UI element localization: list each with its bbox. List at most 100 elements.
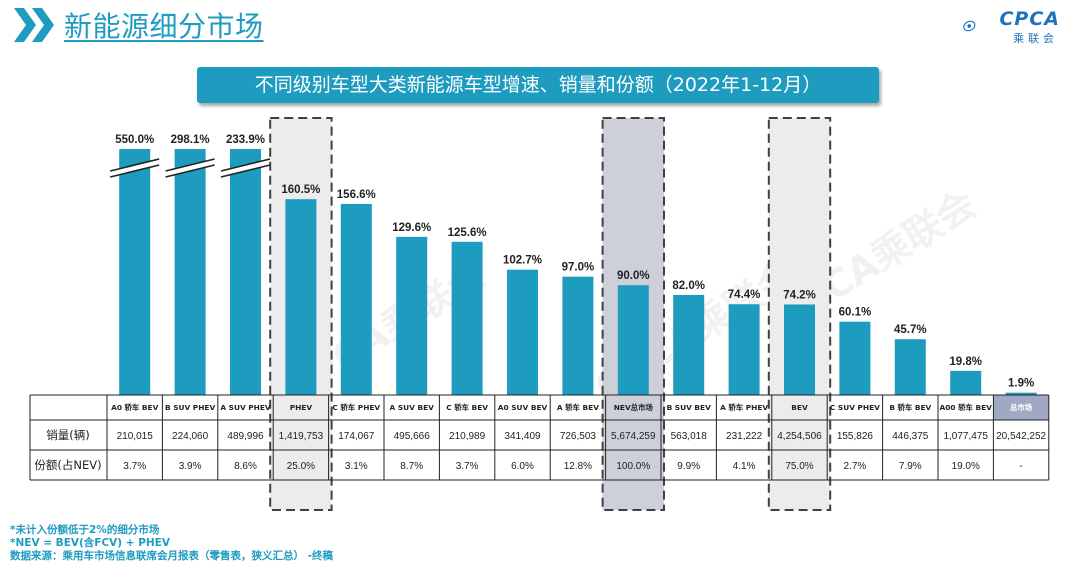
- bar-B 轿车 BEV: [894, 339, 926, 395]
- table-header-cell: B SUV BEV: [667, 403, 712, 412]
- share-cell: 25.0%: [287, 461, 315, 472]
- growth-label: 125.6%: [448, 227, 487, 239]
- table-header-cell: NEV总市场: [614, 403, 654, 412]
- sales-cell: 341,409: [504, 431, 541, 442]
- bar-B SUV PHEV: [174, 149, 206, 395]
- sales-cell: 210,989: [449, 431, 486, 442]
- sales-cell: 174,067: [338, 431, 375, 442]
- bar-A00 轿车 BEV: [950, 370, 982, 395]
- share-cell: 4.1%: [733, 461, 756, 472]
- footnote-2: *NEV = BEV(含FCV) + PHEV: [10, 537, 170, 549]
- table-header-cell: A SUV PHEV: [220, 403, 271, 412]
- table-header-cell: C 轿车 PHEV: [332, 403, 380, 412]
- growth-label: 102.7%: [503, 255, 542, 267]
- growth-label: 156.6%: [337, 189, 376, 201]
- share-cell: 3.1%: [345, 461, 368, 472]
- sales-cell: 495,666: [394, 431, 431, 442]
- bar-A SUV PHEV: [230, 149, 261, 395]
- cpca-logo-icon: [963, 20, 976, 32]
- page-title: 新能源细分市场: [64, 10, 264, 43]
- growth-label: 1.9%: [1008, 378, 1034, 390]
- growth-label: 82.0%: [672, 280, 705, 292]
- bar-A SUV BEV: [396, 236, 428, 395]
- axis-break-line: [220, 158, 271, 172]
- axis-break-line: [220, 164, 271, 178]
- table-header-cell: A 轿车 BEV: [557, 403, 599, 412]
- sales-cell: 20,542,252: [996, 431, 1046, 442]
- table-header-cell: A 轿车 PHEV: [720, 403, 768, 412]
- bar-A 轿车 PHEV: [728, 304, 760, 395]
- bar-A0 SUV BEV: [507, 269, 538, 395]
- table-header-cell: A0 SUV BEV: [498, 403, 548, 412]
- share-cell: 19.0%: [952, 461, 980, 472]
- bar-C 轿车 PHEV: [340, 203, 372, 395]
- sales-cell: 210,015: [117, 431, 154, 442]
- sales-cell: 5,674,259: [611, 431, 656, 442]
- logo-text: CPCA: [999, 8, 1060, 30]
- sales-cell: 224,060: [172, 431, 209, 442]
- growth-label: 129.6%: [392, 222, 431, 234]
- chart-subtitle-box: 不同级别车型大类新能源车型增速、销量和份额（2022年1-12月）: [197, 67, 879, 103]
- total-header-cell: [993, 395, 1049, 420]
- footnote-3: 数据来源：乘用车市场信息联席会月报表（零售表，狭义汇总） -终稿: [10, 550, 334, 562]
- axis-break-gap: [168, 160, 212, 176]
- table-header-cell: A0 轿车 BEV: [111, 403, 158, 412]
- sales-cell: 563,018: [671, 431, 708, 442]
- share-cell: 6.0%: [511, 461, 534, 472]
- growth-label: 550.0%: [115, 134, 154, 146]
- sales-cell: 726,503: [560, 431, 597, 442]
- table-header-cell: PHEV: [290, 403, 313, 412]
- axis-break-line: [110, 164, 160, 178]
- bar-B SUV BEV: [673, 294, 705, 395]
- growth-label: 90.0%: [617, 270, 650, 282]
- bar-C 轿车 BEV: [451, 241, 483, 395]
- growth-label: 160.5%: [281, 184, 320, 196]
- table-header-cell: A SUV BEV: [390, 403, 435, 412]
- growth-label: 74.4%: [728, 289, 761, 301]
- share-cell: -: [1019, 461, 1022, 472]
- share-cell: 3.9%: [179, 461, 202, 472]
- table-row-label: 份额(占NEV): [34, 458, 101, 472]
- growth-label: 45.7%: [894, 324, 927, 336]
- bar-总市场: [1005, 392, 1037, 395]
- bar-BEV: [784, 304, 815, 395]
- logo-subtext: 乘联会: [1013, 32, 1058, 45]
- sales-cell: 231,222: [726, 431, 763, 442]
- growth-label: 298.1%: [171, 134, 210, 146]
- table-header-cell: B SUV PHEV: [165, 403, 215, 412]
- growth-label: 60.1%: [839, 307, 872, 319]
- growth-label: 97.0%: [562, 262, 595, 274]
- table-header-cell: C 轿车 BEV: [446, 403, 488, 412]
- bar-C SUV PHEV: [839, 321, 871, 395]
- share-cell: 3.7%: [456, 461, 479, 472]
- share-cell: 9.9%: [677, 461, 700, 472]
- axis-break-line: [110, 158, 160, 172]
- bar-PHEV: [285, 199, 317, 395]
- sales-cell: 1,419,753: [279, 431, 324, 442]
- bar-A0 轿车 BEV: [119, 149, 151, 395]
- sales-cell: 446,375: [892, 431, 929, 442]
- table-header-cell: C SUV PHEV: [830, 403, 880, 412]
- table-row-label: 销量(辆): [46, 428, 89, 442]
- axis-break-line: [165, 164, 215, 178]
- growth-label: 74.2%: [783, 289, 816, 301]
- axis-break-line: [165, 158, 215, 172]
- sales-cell: 155,826: [837, 431, 874, 442]
- table-header-cell: A00 轿车 BEV: [940, 403, 993, 412]
- share-cell: 7.9%: [899, 461, 922, 472]
- double-chevron-icon: [14, 8, 54, 42]
- share-cell: 3.7%: [123, 461, 146, 472]
- table-header-cell: 总市场: [1010, 403, 1033, 412]
- share-cell: 2.7%: [844, 461, 867, 472]
- share-cell: 8.6%: [234, 461, 257, 472]
- growth-label: 19.8%: [949, 356, 982, 368]
- header: 新能源细分市场 CPCA 乘联会: [0, 0, 1080, 50]
- share-cell: 100.0%: [616, 461, 650, 472]
- chart-subtitle: 不同级别车型大类新能源车型增速、销量和份额（2022年1-12月）: [254, 74, 822, 96]
- bar-A 轿车 BEV: [562, 276, 594, 395]
- sales-cell: 4,254,506: [777, 431, 822, 442]
- bar-NEV总市场: [617, 285, 649, 395]
- sales-cell: 1,077,475: [943, 431, 988, 442]
- table-header-cell: BEV: [791, 403, 808, 412]
